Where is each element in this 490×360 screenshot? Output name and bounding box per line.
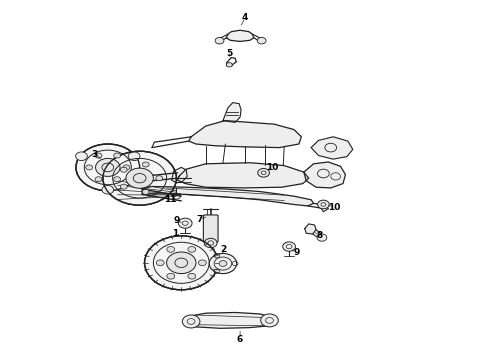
- Circle shape: [126, 168, 153, 188]
- Circle shape: [188, 273, 196, 279]
- Circle shape: [142, 162, 149, 167]
- Text: 10: 10: [328, 202, 341, 211]
- Circle shape: [121, 184, 127, 189]
- FancyBboxPatch shape: [203, 215, 218, 242]
- Circle shape: [114, 177, 121, 182]
- Polygon shape: [172, 167, 187, 183]
- Text: 9: 9: [293, 248, 300, 257]
- Text: 5: 5: [226, 49, 232, 58]
- Text: 11: 11: [164, 195, 177, 204]
- Circle shape: [226, 63, 232, 67]
- Circle shape: [114, 153, 121, 158]
- Circle shape: [123, 165, 130, 170]
- Circle shape: [257, 37, 266, 44]
- Text: 10: 10: [266, 163, 278, 172]
- Text: 3: 3: [91, 150, 97, 158]
- Text: 6: 6: [237, 335, 243, 343]
- Circle shape: [209, 253, 237, 274]
- Polygon shape: [142, 186, 314, 206]
- Circle shape: [167, 252, 196, 274]
- Circle shape: [96, 158, 120, 176]
- Circle shape: [178, 218, 192, 228]
- Circle shape: [128, 152, 140, 161]
- Text: 1: 1: [172, 229, 178, 238]
- Text: 9: 9: [173, 216, 180, 225]
- Polygon shape: [177, 163, 309, 188]
- Circle shape: [182, 315, 200, 328]
- Circle shape: [75, 152, 87, 161]
- Circle shape: [142, 189, 149, 194]
- Polygon shape: [226, 30, 254, 41]
- Circle shape: [145, 236, 218, 290]
- Polygon shape: [311, 137, 353, 159]
- Circle shape: [215, 37, 224, 44]
- Circle shape: [103, 151, 176, 205]
- Polygon shape: [184, 312, 275, 328]
- Circle shape: [95, 153, 102, 158]
- Circle shape: [219, 261, 227, 266]
- Polygon shape: [223, 103, 241, 122]
- Circle shape: [283, 242, 295, 251]
- Circle shape: [86, 165, 93, 170]
- Text: 8: 8: [317, 231, 323, 240]
- Text: 4: 4: [242, 13, 248, 22]
- Text: 7: 7: [196, 215, 203, 224]
- Polygon shape: [305, 224, 316, 234]
- Text: 2: 2: [220, 245, 226, 254]
- Circle shape: [102, 185, 114, 194]
- Circle shape: [188, 247, 196, 252]
- Circle shape: [156, 260, 164, 266]
- Circle shape: [318, 200, 329, 209]
- Circle shape: [167, 247, 175, 252]
- Circle shape: [76, 144, 140, 191]
- Polygon shape: [189, 121, 301, 148]
- Circle shape: [121, 167, 127, 172]
- Circle shape: [198, 260, 206, 266]
- Circle shape: [156, 176, 163, 181]
- Circle shape: [261, 314, 278, 327]
- Circle shape: [258, 168, 270, 177]
- Circle shape: [204, 238, 217, 248]
- Circle shape: [167, 273, 174, 279]
- Polygon shape: [304, 162, 345, 188]
- Circle shape: [95, 177, 102, 182]
- Circle shape: [317, 234, 327, 241]
